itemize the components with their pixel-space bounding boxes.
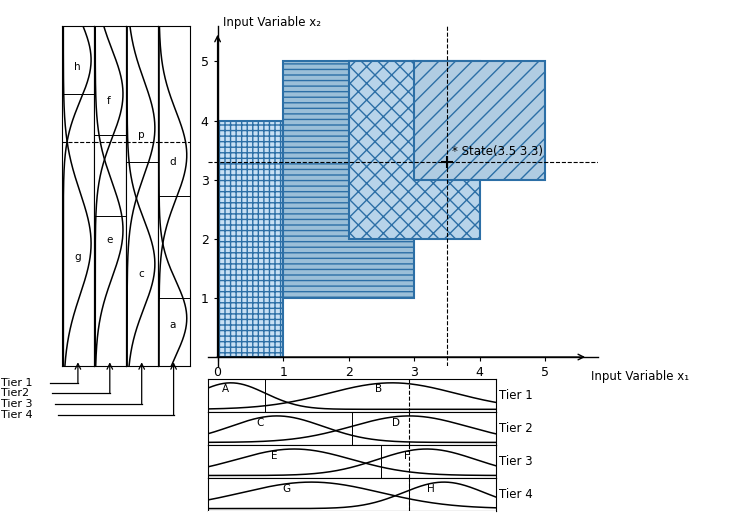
Text: g: g [74,252,80,262]
Bar [414,61,545,180]
Text: Tier 1: Tier 1 [1,378,33,388]
Text: D: D [392,418,400,428]
Text: C: C [257,418,264,428]
Text: f: f [107,95,111,106]
Text: Tier 4: Tier 4 [499,488,533,501]
Text: Tier 3: Tier 3 [1,399,33,409]
Text: Tier 4: Tier 4 [1,410,33,420]
Text: Tier 3: Tier 3 [499,455,533,468]
Bar [348,61,480,239]
Text: F: F [404,450,410,461]
Text: d: d [170,157,176,167]
Text: Tier 1: Tier 1 [499,389,533,402]
Text: A: A [222,385,230,394]
Text: B: B [375,385,382,394]
Text: a: a [170,320,176,330]
Text: e: e [106,235,112,245]
Bar [217,120,283,357]
Text: h: h [74,62,80,72]
Text: p: p [138,130,144,140]
Text: G: G [283,484,291,494]
Text: E: E [271,450,278,461]
Text: Input Variable x₁: Input Variable x₁ [591,370,690,383]
Text: c: c [138,269,144,279]
Text: Tier2: Tier2 [1,388,30,398]
Text: Tier 2: Tier 2 [499,422,533,435]
Text: H: H [426,484,434,494]
Text: * State(3.5 3.3): * State(3.5 3.3) [452,145,543,158]
Bar [283,61,414,298]
Text: Input Variable x₂: Input Variable x₂ [223,16,321,29]
